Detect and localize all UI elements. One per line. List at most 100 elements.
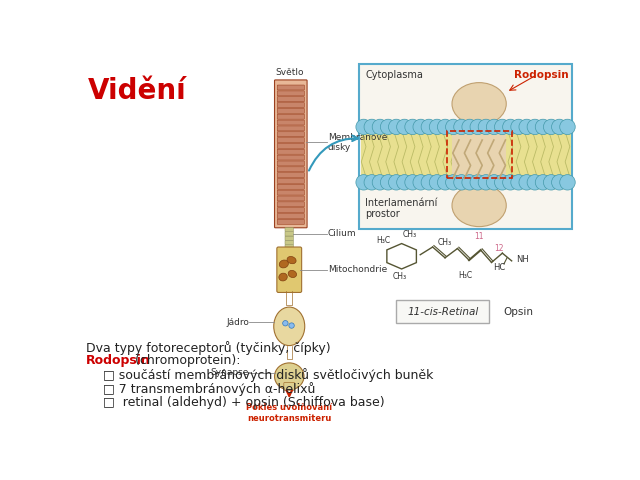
Circle shape <box>413 119 428 134</box>
Circle shape <box>454 175 469 190</box>
Ellipse shape <box>289 323 294 328</box>
Text: NH: NH <box>516 255 529 264</box>
Circle shape <box>388 119 404 134</box>
FancyBboxPatch shape <box>277 108 305 113</box>
Circle shape <box>405 175 420 190</box>
FancyBboxPatch shape <box>284 383 294 390</box>
FancyBboxPatch shape <box>277 91 305 96</box>
FancyBboxPatch shape <box>285 240 294 245</box>
Circle shape <box>397 119 412 134</box>
Text: □ součástí membránových disků světločivých buněk: □ součástí membránových disků světločivý… <box>103 368 434 382</box>
Circle shape <box>405 119 420 134</box>
Circle shape <box>502 175 518 190</box>
FancyBboxPatch shape <box>277 184 305 189</box>
Circle shape <box>535 119 551 134</box>
Circle shape <box>470 119 486 134</box>
Ellipse shape <box>279 273 287 281</box>
Text: 11-cis-Retinal: 11-cis-Retinal <box>407 307 478 317</box>
Circle shape <box>535 175 551 190</box>
Text: Synapse: Synapse <box>211 368 249 377</box>
Circle shape <box>421 175 436 190</box>
Ellipse shape <box>452 83 506 125</box>
Bar <box>447 131 511 179</box>
Text: 12: 12 <box>495 244 504 253</box>
Circle shape <box>560 175 575 190</box>
Circle shape <box>372 175 388 190</box>
FancyBboxPatch shape <box>277 196 305 201</box>
FancyBboxPatch shape <box>277 173 305 178</box>
FancyBboxPatch shape <box>277 214 305 218</box>
Circle shape <box>527 119 543 134</box>
Circle shape <box>495 175 510 190</box>
Circle shape <box>495 119 510 134</box>
Ellipse shape <box>275 363 304 390</box>
FancyBboxPatch shape <box>275 80 307 228</box>
Circle shape <box>486 119 502 134</box>
Circle shape <box>486 175 502 190</box>
Circle shape <box>388 175 404 190</box>
Circle shape <box>462 175 477 190</box>
Circle shape <box>519 175 534 190</box>
Circle shape <box>560 119 575 134</box>
FancyBboxPatch shape <box>277 247 301 292</box>
Circle shape <box>445 119 461 134</box>
Circle shape <box>511 175 526 190</box>
Text: CH₃: CH₃ <box>403 230 417 240</box>
Circle shape <box>454 119 469 134</box>
Circle shape <box>437 175 453 190</box>
Text: Vidění: Vidění <box>88 77 186 105</box>
FancyBboxPatch shape <box>277 120 305 125</box>
Text: Cytoplasma: Cytoplasma <box>365 70 423 80</box>
FancyBboxPatch shape <box>277 219 305 224</box>
Circle shape <box>429 175 445 190</box>
Text: Membránové
disky: Membránové disky <box>328 132 387 152</box>
FancyBboxPatch shape <box>285 232 294 236</box>
Text: Cilium: Cilium <box>328 229 356 239</box>
Circle shape <box>437 119 453 134</box>
FancyBboxPatch shape <box>277 126 305 131</box>
Circle shape <box>356 119 371 134</box>
FancyBboxPatch shape <box>277 103 305 108</box>
Circle shape <box>380 175 396 190</box>
Text: Rodopsin: Rodopsin <box>514 70 568 80</box>
FancyBboxPatch shape <box>277 179 305 183</box>
Circle shape <box>429 119 445 134</box>
FancyBboxPatch shape <box>277 138 305 143</box>
Circle shape <box>413 175 428 190</box>
Text: Dva typy fotoreceptorů (tyčinky, čípky): Dva typy fotoreceptorů (tyčinky, čípky) <box>86 341 331 355</box>
Text: □ 7 transmembránových α-helixů: □ 7 transmembránových α-helixů <box>103 382 316 396</box>
Text: 11: 11 <box>474 232 484 241</box>
Circle shape <box>543 175 559 190</box>
Circle shape <box>397 175 412 190</box>
Text: CH₃: CH₃ <box>393 272 407 281</box>
FancyBboxPatch shape <box>277 85 305 90</box>
Circle shape <box>552 119 567 134</box>
Circle shape <box>470 175 486 190</box>
Text: Světlo: Světlo <box>275 68 303 77</box>
Text: Rodopsin: Rodopsin <box>86 354 151 367</box>
Text: CH₃: CH₃ <box>438 238 452 247</box>
Text: Mitochondrie: Mitochondrie <box>328 265 387 274</box>
Circle shape <box>519 119 534 134</box>
FancyBboxPatch shape <box>277 190 305 195</box>
Circle shape <box>552 175 567 190</box>
Circle shape <box>478 175 493 190</box>
Text: HC: HC <box>493 263 506 272</box>
FancyBboxPatch shape <box>277 149 305 154</box>
Circle shape <box>364 175 380 190</box>
Text: Jádro: Jádro <box>226 318 249 327</box>
FancyBboxPatch shape <box>277 208 305 213</box>
Text: (chromoprotein):: (chromoprotein): <box>131 354 241 367</box>
Bar <box>360 131 571 178</box>
Circle shape <box>445 175 461 190</box>
Ellipse shape <box>452 184 506 227</box>
Circle shape <box>478 119 493 134</box>
Ellipse shape <box>287 256 296 264</box>
FancyBboxPatch shape <box>277 96 305 102</box>
Circle shape <box>511 119 526 134</box>
Text: H₃C: H₃C <box>377 236 391 245</box>
Circle shape <box>421 119 436 134</box>
FancyBboxPatch shape <box>277 161 305 166</box>
Text: Opsin: Opsin <box>504 307 534 317</box>
Circle shape <box>502 119 518 134</box>
